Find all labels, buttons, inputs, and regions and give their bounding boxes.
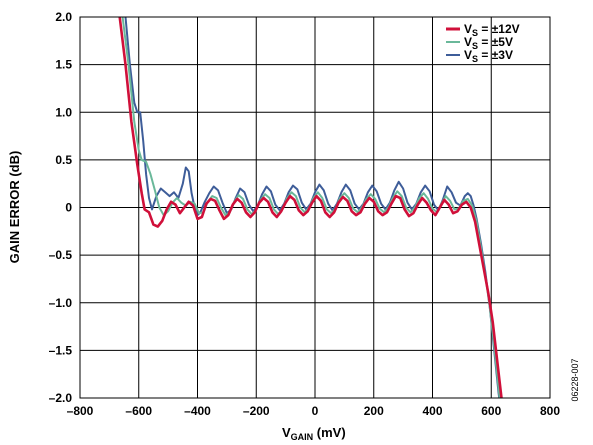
y-tick-labels: 2.0 1.5 1.0 0.5 0 –0.5 –1.0 –1.5 –2.0 <box>49 10 73 405</box>
series-lines <box>118 17 503 398</box>
plot-frame <box>79 16 551 399</box>
series-line-0 <box>118 17 503 398</box>
figure-code: 06228-007 <box>570 358 580 401</box>
x-tick-label: –600 <box>125 404 152 418</box>
legend-label-1: VS = ±5V <box>464 35 513 51</box>
x-tick-label: 600 <box>481 404 501 418</box>
x-tick-label: 0 <box>312 404 319 418</box>
y-tick-label: 2.0 <box>55 10 72 24</box>
y-tick-label: –0.5 <box>49 248 73 262</box>
x-tick-label: –800 <box>67 404 94 418</box>
y-tick-label: 0 <box>65 201 72 215</box>
y-tick-label: 0.5 <box>55 153 72 167</box>
legend-label-2: VS = ±3V <box>464 48 513 64</box>
y-axis-label: GAIN ERROR (dB) <box>7 151 22 264</box>
x-tick-label: –200 <box>243 404 270 418</box>
y-tick-label: –2.0 <box>49 391 73 405</box>
x-axis-label-sub: GAIN <box>291 432 314 442</box>
x-tick-label: 400 <box>422 404 442 418</box>
x-axis-label: VGAIN (mV) <box>282 425 346 442</box>
y-tick-label: –1.5 <box>49 343 73 357</box>
x-tick-label: 800 <box>540 404 560 418</box>
y-tick-label: –1.0 <box>49 296 73 310</box>
y-tick-label: 1.5 <box>55 58 72 72</box>
x-tick-label: 200 <box>364 404 384 418</box>
x-axis-label-main: V <box>282 425 291 440</box>
legend-label-0: VS = ±12V <box>464 22 520 38</box>
x-tick-label: –400 <box>184 404 211 418</box>
x-tick-labels: –800 –600 –400 –200 0 200 400 600 800 <box>67 404 561 418</box>
x-axis-label-unit: (mV) <box>313 425 346 440</box>
y-tick-label: 1.0 <box>55 105 72 119</box>
